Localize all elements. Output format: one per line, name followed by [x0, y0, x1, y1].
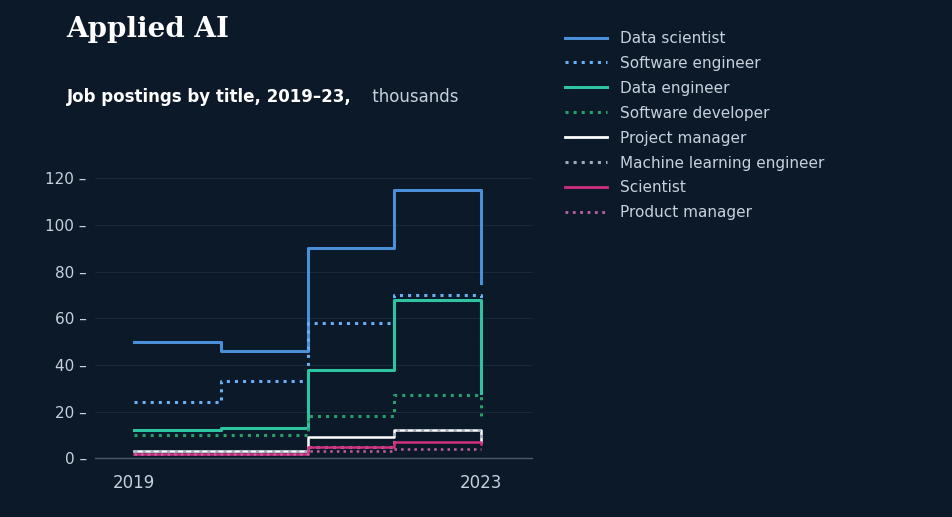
Project manager	[129, 448, 140, 454]
Text: Job postings by title, 2019–23,: Job postings by title, 2019–23,	[67, 88, 351, 106]
Software developer	[302, 413, 313, 419]
Machine learning engineer	[302, 444, 313, 450]
Line: Product manager: Product manager	[134, 449, 481, 453]
Project manager	[302, 434, 313, 440]
Line: Machine learning engineer: Machine learning engineer	[134, 430, 481, 451]
Project manager	[388, 427, 400, 433]
Software developer	[475, 413, 486, 419]
Text: Applied AI: Applied AI	[67, 16, 229, 42]
Line: Data engineer: Data engineer	[134, 300, 481, 430]
Software engineer	[302, 320, 313, 326]
Text: thousands: thousands	[367, 88, 458, 106]
Data engineer	[302, 367, 313, 373]
Software engineer	[388, 292, 400, 298]
Legend: Data scientist, Software engineer, Data engineer, Software developer, Project ma: Data scientist, Software engineer, Data …	[565, 31, 823, 220]
Product manager	[388, 446, 400, 452]
Data engineer	[388, 297, 400, 303]
Scientist	[475, 441, 486, 447]
Scientist	[129, 450, 140, 457]
Data scientist	[475, 280, 486, 286]
Product manager	[302, 448, 313, 454]
Machine learning engineer	[475, 439, 486, 445]
Project manager	[475, 439, 486, 445]
Line: Scientist: Scientist	[134, 442, 481, 453]
Software engineer	[215, 378, 227, 385]
Scientist	[302, 444, 313, 450]
Software developer	[388, 392, 400, 399]
Line: Software developer: Software developer	[134, 396, 481, 435]
Data engineer	[475, 390, 486, 396]
Scientist	[388, 439, 400, 445]
Scientist	[215, 450, 227, 457]
Data engineer	[129, 427, 140, 433]
Product manager	[129, 450, 140, 457]
Machine learning engineer	[215, 448, 227, 454]
Product manager	[475, 446, 486, 452]
Product manager	[215, 450, 227, 457]
Software engineer	[475, 362, 486, 368]
Machine learning engineer	[129, 448, 140, 454]
Line: Software engineer: Software engineer	[134, 295, 481, 402]
Project manager	[215, 448, 227, 454]
Data scientist	[302, 245, 313, 251]
Data scientist	[388, 187, 400, 193]
Line: Data scientist: Data scientist	[134, 190, 481, 351]
Software engineer	[129, 399, 140, 405]
Data engineer	[215, 425, 227, 431]
Data scientist	[129, 339, 140, 345]
Software developer	[215, 432, 227, 438]
Machine learning engineer	[388, 427, 400, 433]
Data scientist	[215, 348, 227, 354]
Software developer	[129, 432, 140, 438]
Line: Project manager: Project manager	[134, 430, 481, 451]
